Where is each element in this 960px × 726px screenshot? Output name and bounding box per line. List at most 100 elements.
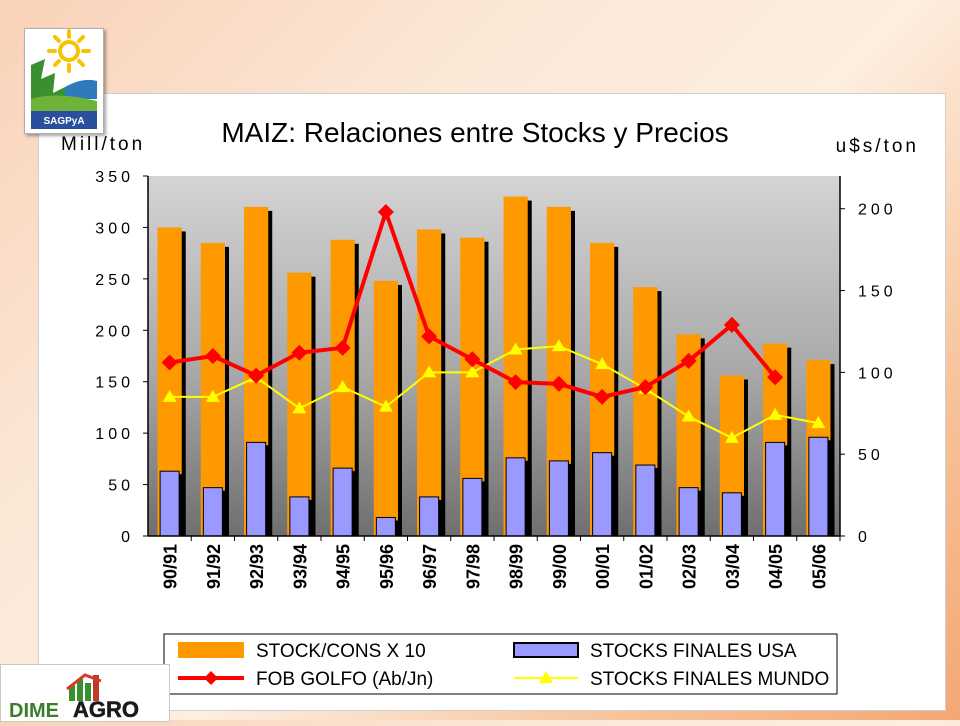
left-axis-label: Mill/ton [61,134,145,155]
legend-label-stockcons: STOCK/CONS X 10 [256,641,426,662]
chart-title: MAIZ: Relaciones entre Stocks y Precios [221,117,728,148]
x-tick-label: 03/04 [723,544,743,589]
left-tick-label: 100 [95,426,134,443]
left-tick-label: 150 [95,375,134,392]
stockcons-bar [200,242,225,536]
fob-golfo-point [377,204,394,220]
stocks-usa-bar [548,460,569,537]
stocks-mundo-point [811,416,826,429]
x-tick-label: 00/01 [593,544,613,589]
x-tick-label: 04/05 [766,544,786,589]
fob-golfo-point [507,374,524,391]
fob-golfo-point [248,367,265,384]
stockcons-bar [417,229,442,536]
right-tick-label: 0 [858,529,871,546]
fob-golfo-point [550,375,567,392]
x-tick-label: 97/98 [463,544,483,589]
x-tick-label: 90/91 [161,544,181,589]
stocks-usa-bar [246,441,267,537]
fob-golfo-point [464,351,481,368]
fob-golfo-point [204,348,221,364]
stocks-usa-bar [765,441,786,537]
stocks-mundo-point [335,380,350,393]
x-tick-label: 05/06 [809,544,829,589]
sagpya-logo-text: SAGPyA [43,116,84,127]
stocks-usa-bar [721,492,742,537]
stocks-mundo-point [681,409,696,422]
stocks-usa-bar [159,470,180,537]
x-tick-label: 02/03 [680,544,700,589]
sagpya-logo: SAGPyA [24,28,104,134]
fob-golfo-point [421,328,438,345]
x-tick-label: 98/99 [507,544,527,589]
x-tick-label: 96/97 [420,544,440,589]
fob-golfo-point [291,344,308,361]
left-tick-label: 200 [95,323,134,340]
fob-golfo-point [334,339,351,356]
x-tick-label: 93/94 [290,544,310,589]
right-tick-label: 150 [858,284,897,301]
left-tick-label: 350 [95,169,134,186]
stocks-usa-bar [635,464,656,537]
fob-golfo-point [723,316,740,333]
legend-label-stocks-usa: STOCKS FINALES USA [590,641,797,662]
x-tick-label: 92/93 [247,544,267,589]
stocks-mundo-point [162,389,177,402]
stocks-mundo-point [551,339,566,352]
fob-golfo-point [161,354,178,371]
axes-group: 0 50 100 150 200 250 300 350 0 50 100 150 200 90/91 91… [95,169,897,589]
stocks-mundo-point [378,399,393,412]
chart: MAIZ: Relaciones entre Stocks y Precios … [61,117,919,695]
stocks-mundo-line [169,345,819,439]
left-tick-label: 250 [95,272,134,289]
legend-box [163,633,838,695]
lines-group [161,204,826,443]
legend-swatch-stockcons [178,642,244,658]
stocks-mundo-point [595,357,610,370]
fob-golfo-point [767,369,784,386]
right-axis-label: u$s/ton [836,136,919,157]
dimeagro-logo-text-dime: DIME [9,700,59,721]
legend-label-fob-golfo: FOB GOLFO (Ab/Jn) [256,669,433,690]
fob-golfo-point [680,352,697,369]
fob-golfo-point [594,388,611,405]
stocks-usa-bar [678,487,699,537]
stocks-mundo-point [465,365,480,378]
stocks-usa-bar [332,467,353,537]
bars-group [157,196,835,537]
x-tick-label: 91/92 [204,544,224,589]
dimeagro-logo: DIME AGRO [0,664,170,722]
stocks-mundo-point [768,407,783,420]
stocks-usa-bar [505,457,526,537]
stocks-mundo-point [292,401,307,414]
legend-swatch-stocks-usa [513,642,579,658]
legend-label-stocks-mundo: STOCKS FINALES MUNDO [590,669,829,690]
stocks-mundo-point [422,365,437,378]
stocks-mundo-point [205,389,220,402]
chart-panel: MAIZ: Relaciones entre Stocks y Precios … [38,93,946,711]
legend-marker-stocks-mundo [539,671,553,683]
stocks-usa-bar [289,496,310,537]
x-tick-label: 01/02 [636,544,656,589]
x-tick-label: 95/96 [377,544,397,589]
left-tick-label: 50 [108,478,134,495]
stocks-usa-bar [808,436,829,537]
left-tick-label: 0 [121,529,134,546]
legend: STOCK/CONS X 10 STOCKS FINALES USA FOB GOL… [163,633,838,695]
right-tick-label: 100 [858,365,897,382]
left-tick-label: 300 [95,220,134,237]
stocks-usa-bar [592,452,613,537]
right-tick-label: 50 [858,447,884,464]
fob-golfo-point [637,379,654,396]
stocks-mundo-point [508,342,523,355]
dimeagro-logo-text-agro: AGRO [73,697,139,721]
stocks-usa-bar [375,516,396,537]
legend-marker-fob-golfo [204,671,218,685]
stocks-usa-bar [419,496,440,537]
right-tick-label: 200 [858,202,897,219]
x-tick-label: 94/95 [334,544,354,589]
stocks-mundo-point [724,430,739,443]
x-tick-label: 99/00 [550,544,570,589]
stocks-usa-bar [462,477,483,537]
stocks-usa-bar [202,487,223,537]
